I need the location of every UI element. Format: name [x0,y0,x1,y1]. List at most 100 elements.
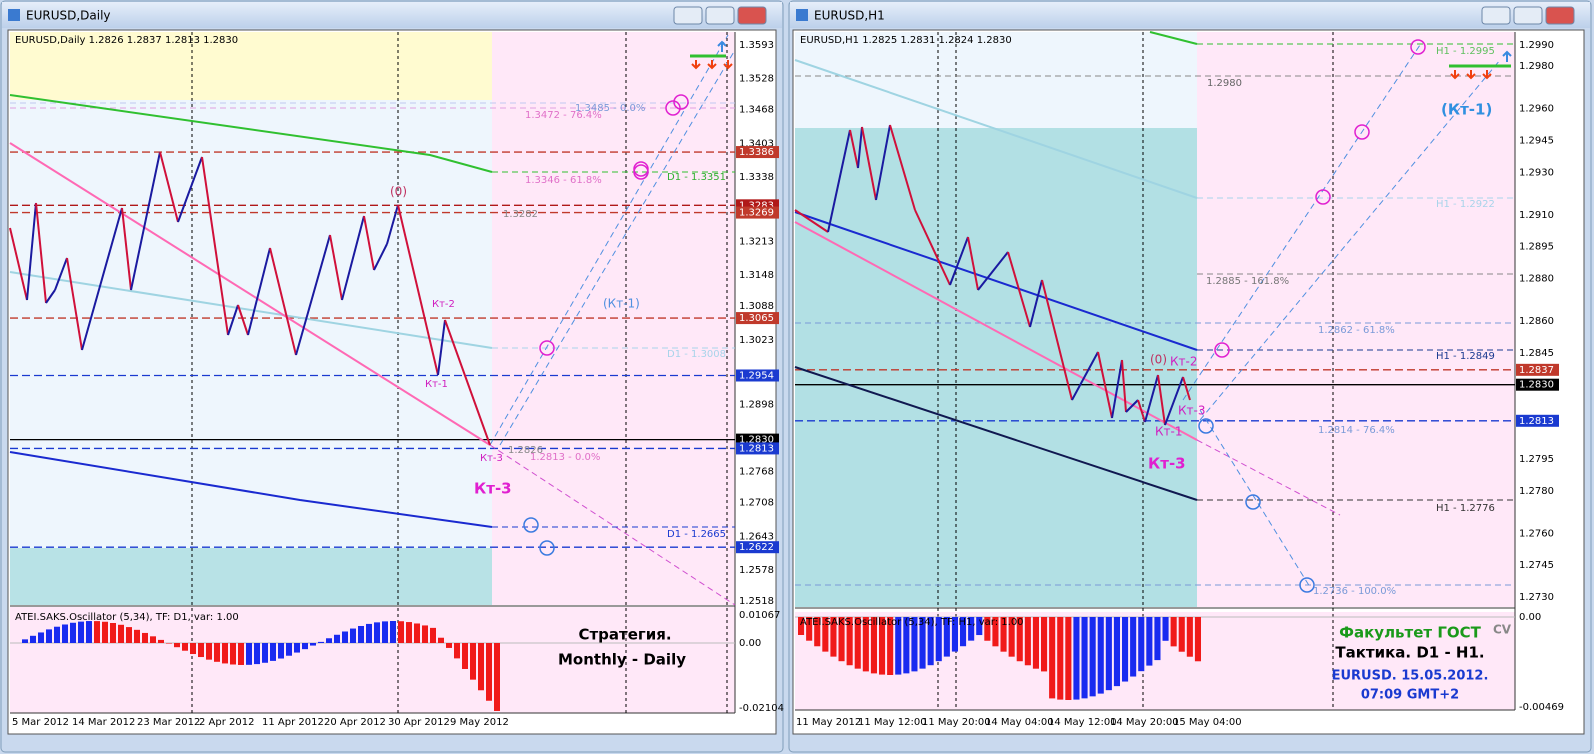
annotation: 1.3472 - 76.4% [525,110,602,121]
marker-circle [665,100,681,116]
marker-circle [1315,189,1331,205]
price-swing [247,247,271,336]
annotation: Кт-2 [1170,355,1197,369]
oscillator-bar [951,617,958,652]
down-arrow [1482,70,1492,80]
dashed-line [1196,439,1341,516]
price-swing [1144,374,1159,423]
price-swing [227,304,239,336]
oscillator-bar [992,617,999,647]
annotation: 1.2814 - 76.4% [1318,425,1395,436]
oscillator-bar [358,625,364,643]
price-box [1516,378,1559,391]
annotation: 1.3346 - 61.8% [525,175,602,186]
date-label: 5 Mar 2012 [12,717,69,728]
date-label: 23 Mar 2012 [137,717,200,728]
oscillator-bar [102,621,108,643]
oscillator-bar [406,622,412,643]
oscillator-bar [22,639,28,643]
info-text: EURUSD. 15.05.2012. [1332,669,1489,684]
price-tick-label: 1.2980 [1519,61,1554,72]
oscillator-tick-label: 0.01067 [739,610,780,621]
price-swing [295,234,331,356]
date-label: 14 Mar 2012 [72,717,135,728]
oscillator-bar [398,621,404,643]
down-arrow [1466,70,1476,80]
price-swing [201,156,229,336]
minimize-button[interactable] [673,6,703,25]
price-box [1516,414,1559,427]
price-swing [1164,376,1184,426]
oscillator-bar [806,617,813,641]
oscillator-bar [1081,617,1088,699]
price-swing [1041,279,1073,401]
window-icon [796,9,808,21]
oscillator-bar [430,627,436,643]
annotation: D1 - 1.2665 [667,529,726,540]
oscillator-bar [198,643,204,658]
minimize-button[interactable] [1481,6,1511,25]
chart-window: EURUSD,H1 1.2990 1.2980 1.2960 1.2945 1.2930 1… [788,0,1592,753]
price-swing [1125,399,1139,413]
oscillator-bar [222,643,228,664]
price-swing [159,151,179,223]
chart-window: EURUSD,Daily1.35931.35281.34681.34031.33… [0,0,784,753]
annotation: (0) [390,185,407,199]
close-button[interactable] [737,6,767,25]
moving-average [1149,31,1198,45]
zone [10,32,492,100]
price-tick-label: 1.2768 [739,467,774,478]
price-swing [269,247,297,356]
title-bar [2,2,782,28]
price-swing [857,126,863,169]
date-label: 15 May 04:00 [1173,717,1242,728]
price-swing [9,227,28,301]
oscillator-bar [110,622,116,643]
oscillator-bar [854,617,861,669]
price-box-label: 1.2813 [1519,416,1554,427]
price-box-label: 1.2837 [1519,365,1554,376]
down-arrow [707,60,717,70]
oscillator-bar [454,643,460,659]
zone [10,607,735,713]
price-box-label: 1.2954 [739,370,774,381]
price-swing [1182,376,1191,401]
window-title: EURUSD,H1 [814,9,885,23]
oscillator-bar [1178,617,1185,652]
price-box [736,312,779,325]
oscillator-bar [390,621,396,643]
price-tick-label: 1.2880 [1519,274,1554,285]
price-tick-label: 1.2518 [739,596,774,607]
info-text: Monthly - Daily [558,651,686,669]
moving-average [9,142,491,446]
oscillator-bar [166,643,172,644]
annotation: H1 - 1.2995 [1436,46,1495,57]
oscillator-bar [246,643,252,665]
oscillator-bar [846,617,853,666]
price-swing [1157,374,1166,426]
oscillator-bar [1170,617,1177,647]
oscillator-label: ATEI.SAKS.Oscillator (5,34), TF: H1, var… [800,617,1024,628]
price-swing [66,257,83,351]
price-swing [794,209,829,233]
close-button[interactable] [1545,6,1575,25]
oscillator-bar [903,617,910,674]
down-arrow [723,60,733,70]
oscillator-bar [968,617,975,641]
oscillator-bar [919,617,926,669]
price-swing [875,124,891,201]
price-box-label: 1.2830 [1519,380,1554,391]
price-swing [1007,251,1031,328]
price-box [736,541,779,554]
maximize-button[interactable] [1513,6,1543,25]
dashed-line [1199,409,1311,588]
oscillator-bar [870,617,877,674]
oscillator-bar [822,617,829,652]
marker-circle [1299,577,1315,593]
oscillator-bar [1065,617,1072,700]
price-tick-label: 1.3468 [739,105,774,116]
dashed-line [489,444,736,606]
price-box-label: 1.2622 [739,542,774,553]
moving-average [794,211,1198,351]
maximize-button[interactable] [705,6,735,25]
